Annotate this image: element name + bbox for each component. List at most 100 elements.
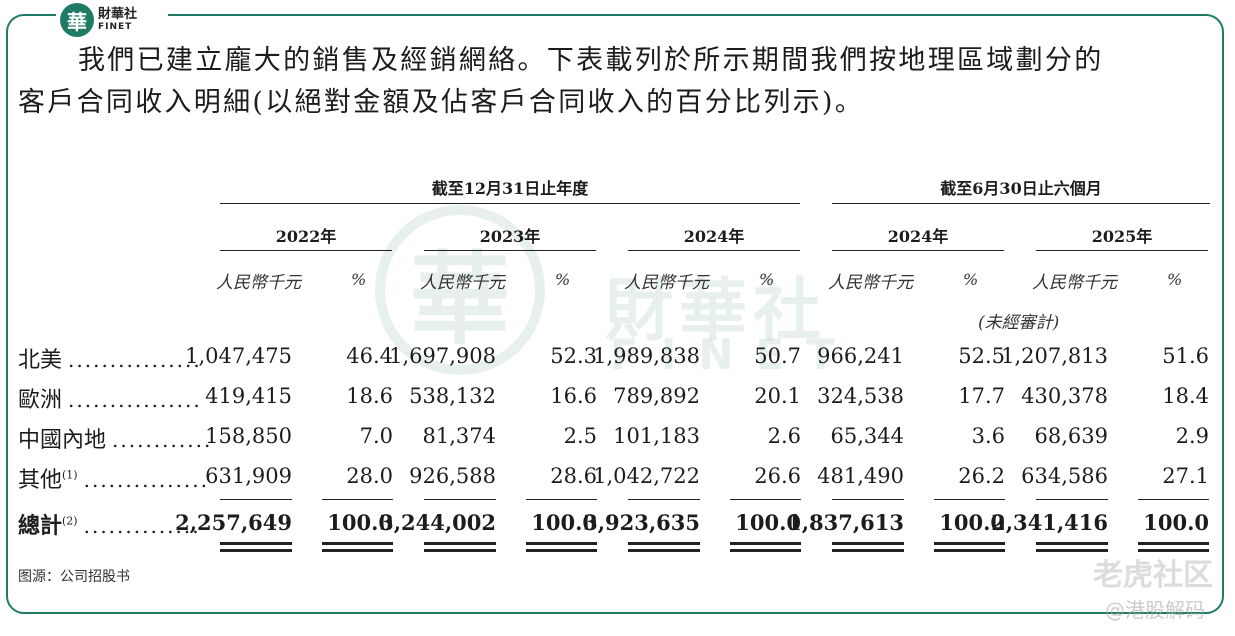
percent-cell: 28.0	[346, 464, 393, 488]
amount-cell: 2,257,649	[175, 510, 292, 535]
amount-cell: 3,923,635	[583, 510, 700, 535]
percent-cell: 18.4	[1162, 384, 1209, 408]
percent-cell: 2.5	[563, 424, 597, 448]
percent-cell: 100.0	[1143, 510, 1209, 535]
amount-cell: 158,850	[205, 424, 292, 448]
footnote-marker: (1)	[62, 468, 78, 482]
percent-cell: 100.0	[531, 510, 597, 535]
unit-header: 人民幣千元	[1032, 273, 1117, 293]
dot-leader: ............	[112, 428, 213, 452]
year-header-2024: 2024年	[683, 227, 745, 246]
pct-header: %	[555, 270, 571, 289]
row-label: 其他(1)...............	[18, 462, 209, 494]
total-double-rule	[526, 542, 597, 552]
pct-header: %	[963, 270, 979, 289]
percent-cell: 18.6	[346, 384, 393, 408]
amount-cell: 1,697,908	[389, 344, 496, 368]
amount-cell: 481,490	[817, 464, 904, 488]
row-label-text: 其他	[18, 468, 63, 493]
period-annual-header: 截至12月31日止年度	[431, 179, 589, 198]
amount-cell: 1,042,722	[593, 464, 700, 488]
period-half-header: 截至6月30日止六個月	[940, 179, 1102, 198]
row-label-text: 總計	[18, 513, 63, 539]
percent-cell: 26.2	[958, 464, 1005, 488]
year-header-2022: 2022年	[275, 227, 337, 246]
amount-cell: 966,241	[817, 344, 904, 368]
dot-leader: ................	[68, 388, 202, 412]
percent-cell: 28.6	[550, 464, 597, 488]
total-double-rule	[934, 542, 1005, 552]
year-header-2025-h1: 2025年	[1091, 227, 1153, 246]
row-label: 歐洲................	[18, 382, 202, 414]
percent-cell: 52.3	[550, 344, 597, 368]
subtotal-rule	[322, 499, 393, 500]
percent-cell: 16.6	[550, 384, 597, 408]
total-double-rule	[424, 542, 496, 552]
total-double-rule	[220, 542, 292, 552]
amount-cell: 101,183	[613, 424, 700, 448]
subtotal-rule	[628, 499, 700, 500]
row-label: 中國內地............	[18, 422, 212, 454]
unit-header: 人民幣千元	[624, 273, 709, 293]
amount-cell: 3,244,002	[379, 510, 496, 535]
percent-cell: 3.6	[971, 424, 1005, 448]
amount-cell: 789,892	[613, 384, 700, 408]
total-double-rule	[1036, 542, 1108, 552]
percent-cell: 2.6	[767, 424, 801, 448]
percent-cell: 17.7	[958, 384, 1005, 408]
row-label-text: 歐洲	[18, 388, 63, 413]
amount-cell: 2,341,416	[991, 510, 1108, 535]
amount-cell: 430,378	[1021, 384, 1108, 408]
year-rule	[1036, 250, 1208, 251]
percent-cell: 27.1	[1162, 464, 1209, 488]
year-rule	[220, 250, 392, 251]
percent-cell: 2.9	[1175, 424, 1209, 448]
intro-line-1: 我們已建立龐大的銷售及經銷網絡。下表載列於所示期間我們按地理區域劃分的	[78, 45, 1104, 76]
subtotal-rule	[1036, 499, 1108, 500]
subtotal-rule	[220, 499, 292, 500]
intro-line-2: 客戶合同收入明細(以絕對金額及佔客戶合同收入的百分比列示)。	[18, 87, 865, 118]
percent-cell: 50.7	[754, 344, 801, 368]
percent-cell: 7.0	[359, 424, 393, 448]
total-double-rule	[730, 542, 801, 552]
unaudited-note: (未經審計)	[978, 313, 1060, 333]
total-double-rule	[1138, 542, 1209, 552]
intro-paragraph: 我們已建立龐大的銷售及經銷網絡。下表載列於所示期間我們按地理區域劃分的 客戶合同…	[18, 40, 1228, 124]
subtotal-rule	[832, 499, 904, 500]
year-rule	[628, 250, 800, 251]
amount-cell: 419,415	[205, 384, 292, 408]
source-note: 图源：公司招股书	[18, 569, 130, 585]
percent-cell: 51.6	[1162, 344, 1209, 368]
percent-cell: 26.6	[754, 464, 801, 488]
finet-logo: 華 財華社 FINET	[56, 0, 168, 40]
row-label: 總計(2)..............	[18, 508, 201, 540]
pct-header: %	[1167, 270, 1183, 289]
amount-cell: 538,132	[409, 384, 496, 408]
row-label-text: 中國內地	[18, 428, 107, 453]
subtotal-rule	[424, 499, 496, 500]
amount-cell: 926,588	[409, 464, 496, 488]
percent-cell: 100.0	[735, 510, 801, 535]
percent-cell: 100.0	[939, 510, 1005, 535]
amount-cell: 68,639	[1034, 424, 1108, 448]
percent-cell: 52.5	[958, 344, 1005, 368]
amount-cell: 324,538	[817, 384, 904, 408]
unit-header: 人民幣千元	[420, 273, 505, 293]
pct-header: %	[759, 270, 775, 289]
amount-cell: 65,344	[830, 424, 904, 448]
logo-name-cn: 財華社	[98, 7, 138, 22]
subtotal-rule	[730, 499, 801, 500]
period-annual-rule	[220, 203, 800, 204]
total-double-rule	[322, 542, 393, 552]
total-double-rule	[832, 542, 904, 552]
amount-cell: 634,586	[1021, 464, 1108, 488]
year-header-2023: 2023年	[479, 227, 541, 246]
subtotal-rule	[1138, 499, 1209, 500]
pct-header: %	[351, 270, 367, 289]
amount-cell: 1,047,475	[185, 344, 292, 368]
year-header-2024-h1: 2024年	[887, 227, 949, 246]
year-rule	[424, 250, 596, 251]
amount-cell: 1,207,813	[1001, 344, 1108, 368]
percent-cell: 46.4	[346, 344, 393, 368]
total-double-rule	[628, 542, 700, 552]
